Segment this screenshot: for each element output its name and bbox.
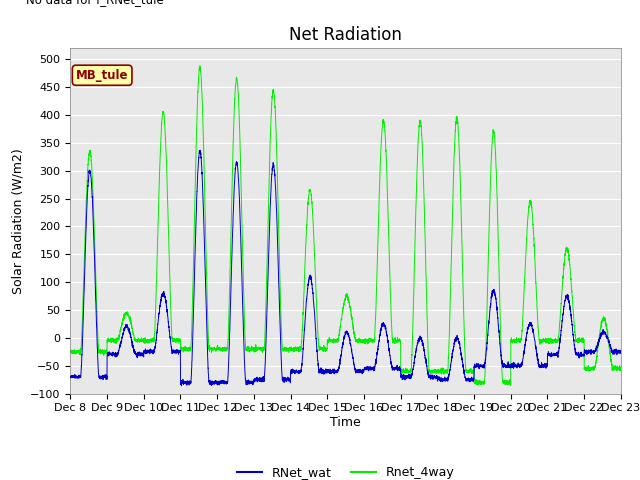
Text: No data for f_RNet_tule: No data for f_RNet_tule [26,0,164,7]
Rnet_4way [166,257,173,263]
Rnet_4way [469,368,477,373]
RNet_wat [166,328,173,334]
Title: Net Radiation: Net Radiation [289,25,402,44]
RNet_wat [325,369,333,375]
Rnet_4way [325,337,333,343]
Line: RNet_wat: RNet_wat [70,150,621,386]
RNet_wat [469,375,477,381]
Rnet_4way [617,366,625,372]
Y-axis label: Solar Radiation (W/m2): Solar Radiation (W/m2) [12,148,25,294]
RNet_wat [67,374,74,380]
Rnet_4way [500,377,508,383]
Rnet_4way [506,382,514,388]
Rnet_4way [196,63,204,69]
Text: MB_tule: MB_tule [76,69,129,82]
RNet_wat [196,147,204,153]
Line: Rnet_4way: Rnet_4way [70,66,621,385]
Legend: RNet_wat, Rnet_4way: RNet_wat, Rnet_4way [232,461,460,480]
RNet_wat [500,361,508,367]
RNet_wat [616,350,624,356]
Rnet_4way [67,348,74,354]
Rnet_4way [438,368,446,374]
RNet_wat [617,349,625,355]
RNet_wat [178,383,186,389]
Rnet_4way [616,365,624,371]
RNet_wat [439,377,447,383]
X-axis label: Time: Time [330,416,361,429]
